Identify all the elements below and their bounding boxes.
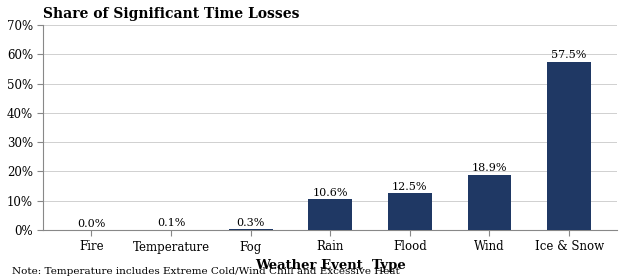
Bar xyxy=(467,175,512,230)
Text: 57.5%: 57.5% xyxy=(552,50,587,60)
Bar xyxy=(388,193,432,230)
Text: Share of Significant Time Losses: Share of Significant Time Losses xyxy=(44,7,300,21)
Text: 0.3%: 0.3% xyxy=(236,218,265,228)
Text: 0.1%: 0.1% xyxy=(157,218,185,228)
X-axis label: Weather Event  Type: Weather Event Type xyxy=(255,259,406,272)
Text: 18.9%: 18.9% xyxy=(472,163,507,173)
Text: Note: Temperature includes Extreme Cold/Wind Chill and Excessive Heat: Note: Temperature includes Extreme Cold/… xyxy=(12,267,400,276)
Bar xyxy=(229,229,273,230)
Bar xyxy=(308,199,352,230)
Bar xyxy=(547,62,591,230)
Text: 10.6%: 10.6% xyxy=(313,187,348,198)
Text: 12.5%: 12.5% xyxy=(392,182,427,192)
Text: 0.0%: 0.0% xyxy=(77,219,105,229)
